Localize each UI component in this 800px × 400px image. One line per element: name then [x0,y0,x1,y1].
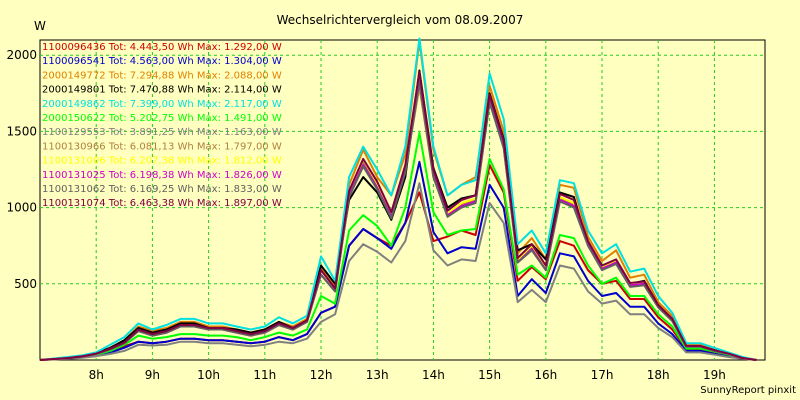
x-tick-label-12h: 12h [310,368,333,382]
grid-layer [40,40,765,360]
legend-entry-1100131006: 1100131006 Tot: 6.207,38 Wh Max: 1.812,0… [42,156,282,167]
legend-entry-2000149801: 2000149801 Tot: 7.470,88 Wh Max: 2.114,0… [42,85,282,96]
y-axis-label: W [34,19,46,33]
x-tick-label-13h: 13h [366,368,389,382]
y-tick-label-2000: 2000 [6,48,37,62]
legend-entry-1100129553: 1100129553 Tot: 3.891,25 Wh Max: 1.163,0… [42,127,282,138]
x-tick-label-9h: 9h [145,368,160,382]
legend-entry-1100130966: 1100130966 Tot: 6.081,13 Wh Max: 1.797,0… [42,141,282,152]
legend-entry-1100131025: 1100131025 Tot: 6.198,38 Wh Max: 1.826,0… [42,170,282,181]
series-line-2000149862 [39,37,757,361]
series-line-1100129553 [39,182,757,361]
legend-entry-1100096541: 1100096541 Tot: 4.563,00 Wh Max: 1.304,0… [42,56,282,67]
series-line-2000149772 [39,40,757,361]
series-layer [39,37,757,361]
y-tick-label-500: 500 [14,277,37,291]
series-line-1100131062 [39,80,757,361]
legend-entry-2000150622: 2000150622 Tot: 5.202,75 Wh Max: 1.491,0… [42,113,282,124]
legend-entry-1100096436: 1100096436 Tot: 4.443,50 Wh Max: 1.292,0… [42,42,282,53]
series-line-2000150622 [39,132,757,361]
series-line-1100096541 [39,160,757,361]
y-tick-label-1500: 1500 [6,124,37,138]
legend-entry-2000149862: 2000149862 Tot: 7.399,00 Wh Max: 2.117,0… [42,99,282,110]
x-tick-label-14h: 14h [422,368,445,382]
x-tick-label-18h: 18h [647,368,670,382]
x-tick-label-15h: 15h [478,368,501,382]
axis-layer: 8h 9h 10h 11h 12h 13h 14h 15h 16h 17h 18h 19h 500 100… [6,48,725,382]
legend-entry-1100131062: 1100131062 Tot: 6.169,25 Wh Max: 1.833,0… [42,184,282,195]
legend-entry-2000149772: 2000149772 Tot: 7.294,88 Wh Max: 2.088,0… [42,70,282,81]
legend-entry-1100131074: 1100131074 Tot: 6.463,38 Wh Max: 1.897,0… [42,198,282,209]
x-tick-label-17h: 17h [591,368,614,382]
y-tick-label-1000: 1000 [6,201,37,215]
x-tick-label-10h: 10h [197,368,220,382]
legend-layer: 1100096436 Tot: 4.443,50 Wh Max: 1.292,0… [42,42,282,209]
x-tick-label-19h: 19h [703,368,726,382]
x-tick-label-16h: 16h [534,368,557,382]
series-line-1100131074 [39,71,757,361]
chart-title: Wechselrichtervergleich vom 08.09.2007 [277,13,524,27]
footer-credit: SunnyReport pinxit [700,385,796,396]
x-tick-label-8h: 8h [89,368,104,382]
x-tick-label-11h: 11h [253,368,276,382]
